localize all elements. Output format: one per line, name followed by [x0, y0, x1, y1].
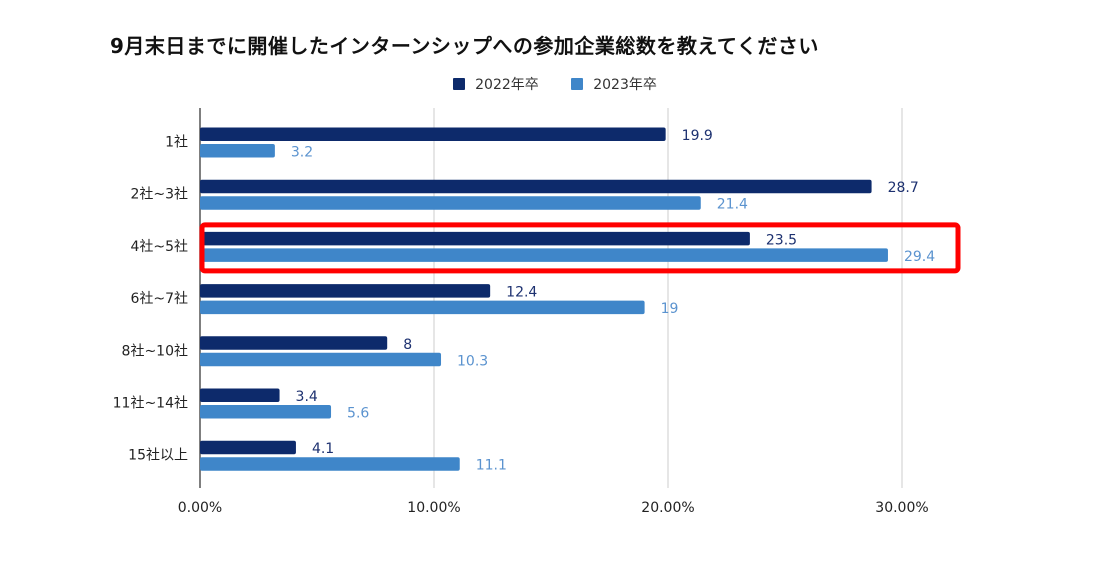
bar-2023 [200, 196, 701, 210]
data-label-2022: 12.4 [506, 285, 537, 301]
bar-2023 [200, 457, 460, 471]
legend-item-2022[interactable]: 2022年卒 [453, 74, 539, 94]
legend: 2022年卒 2023年卒 [0, 74, 1110, 94]
bar-2023 [200, 405, 332, 419]
legend-label-2023: 2023年卒 [593, 77, 657, 93]
x-tick-label: 0.00% [178, 500, 222, 516]
chart-title: 9月末日までに開催したインターンシップへの参加企業総数を教えてください [110, 34, 819, 58]
data-label-2022: 19.9 [682, 128, 713, 144]
bar-2022 [200, 388, 280, 402]
data-label-2023: 3.2 [291, 145, 313, 161]
x-tick-label: 30.00% [875, 500, 928, 516]
bar-2022 [200, 179, 872, 194]
data-label-2022: 8 [403, 337, 412, 353]
data-label-2022: 28.7 [888, 180, 919, 196]
data-label-2023: 10.3 [457, 353, 488, 369]
bar-2022 [200, 284, 491, 298]
bar-2022 [200, 127, 666, 141]
data-label-2022: 4.1 [312, 441, 334, 457]
bar-2023 [200, 248, 888, 262]
data-label-2022: 3.4 [296, 389, 318, 405]
highlight-box [199, 222, 961, 274]
bar-2023 [200, 352, 442, 367]
data-label-2022: 23.5 [766, 232, 797, 248]
legend-swatch-2022 [453, 78, 466, 90]
bar-2023 [200, 144, 275, 158]
bar-2022 [200, 440, 296, 455]
data-label-2023: 21.4 [717, 197, 748, 213]
category-label: 15社以上 [128, 448, 188, 464]
bar-2022 [200, 336, 388, 350]
category-label: 11社~14社 [113, 396, 188, 412]
bar-2022 [200, 231, 750, 246]
data-label-2023: 11.1 [476, 458, 507, 474]
data-label-2023: 5.6 [347, 406, 369, 422]
category-label: 4社~5社 [130, 239, 188, 255]
x-tick-label: 10.00% [407, 500, 460, 516]
category-label: 1社 [165, 135, 188, 151]
data-label-2023: 19 [661, 301, 679, 317]
legend-item-2023[interactable]: 2023年卒 [571, 74, 657, 94]
category-label: 6社~7社 [130, 291, 188, 307]
x-tick-label: 20.00% [641, 500, 694, 516]
data-label-2023: 29.4 [904, 249, 935, 265]
category-label: 8社~10社 [122, 343, 188, 359]
category-label: 2社~3社 [130, 187, 188, 203]
bar-2023 [200, 300, 645, 315]
legend-swatch-2023 [571, 78, 584, 90]
legend-label-2022: 2022年卒 [475, 77, 539, 93]
